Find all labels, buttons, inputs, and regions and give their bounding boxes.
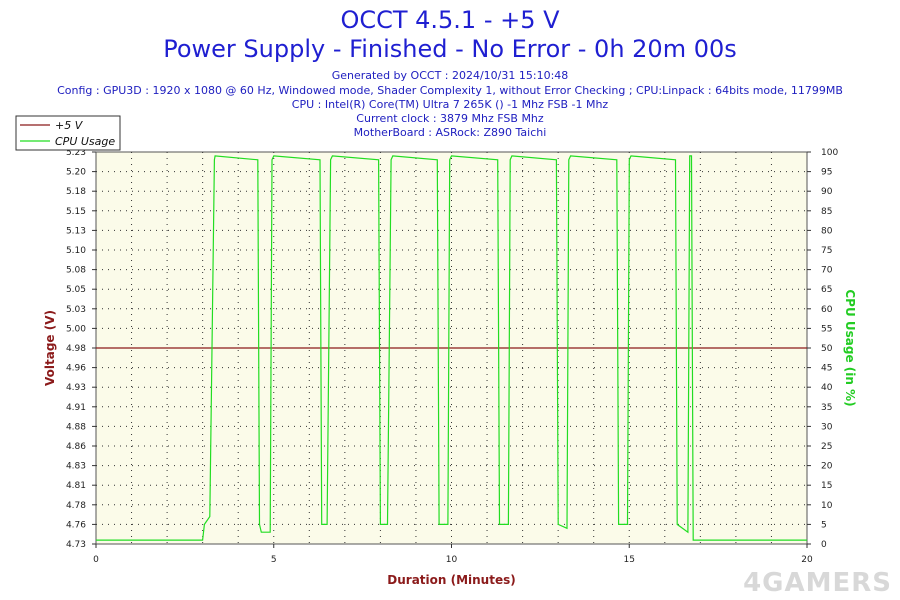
y-tick-label-right: 0 — [821, 540, 827, 550]
x-tick-label: 20 — [801, 555, 813, 565]
y-tick-label-right: 55 — [821, 324, 832, 334]
y-tick-label-right: 75 — [821, 246, 832, 256]
y-tick-label-left: 4.81 — [66, 481, 86, 491]
y-tick-label-left: 4.76 — [66, 520, 86, 530]
y-tick-label-right: 30 — [821, 422, 833, 432]
y-axis-label-right: CPU Usage (in %) — [843, 289, 857, 406]
y-tick-label-left: 5.23 — [66, 148, 86, 158]
cpu-usage-series-line — [96, 155, 807, 541]
generated-info: Generated by OCCT : 2024/10/31 15:10:48 — [331, 69, 569, 82]
y-tick-label-left: 5.15 — [66, 207, 86, 217]
y-tick-label-right: 80 — [821, 226, 833, 236]
clock-info: Current clock : 3879 Mhz FSB Mhz — [356, 112, 544, 125]
y-tick-label-left: 5.08 — [66, 266, 86, 276]
y-tick-label-left: 4.88 — [66, 422, 86, 432]
chart-title: OCCT 4.5.1 - +5 V — [340, 6, 560, 34]
y-tick-label-right: 40 — [821, 383, 833, 393]
y-tick-label-right: 100 — [821, 148, 838, 158]
x-tick-label: 5 — [271, 555, 277, 565]
chart-subtitle: Power Supply - Finished - No Error - 0h … — [163, 35, 737, 63]
x-tick-label: 0 — [93, 555, 99, 565]
y-tick-label-right: 95 — [821, 168, 832, 178]
y-tick-label-right: 65 — [821, 285, 832, 295]
y-tick-label-right: 20 — [821, 462, 833, 472]
legend-label: CPU Usage — [55, 135, 115, 148]
x-axis-label: Duration (Minutes) — [387, 573, 515, 587]
y-tick-label-right: 50 — [821, 344, 833, 354]
y-tick-label-left: 5.20 — [66, 168, 86, 178]
watermark-logo: 4GAMERS — [743, 568, 892, 598]
y-tick-label-left: 5.10 — [66, 246, 86, 256]
x-tick-label: 10 — [446, 555, 458, 565]
y-tick-label-right: 70 — [821, 266, 833, 276]
y-tick-label-left: 4.73 — [66, 540, 86, 550]
y-tick-label-right: 90 — [821, 187, 833, 197]
y-tick-label-left: 4.93 — [66, 383, 86, 393]
y-tick-label-right: 45 — [821, 364, 832, 374]
y-tick-label-left: 4.78 — [66, 501, 86, 511]
y-tick-label-left: 4.96 — [66, 364, 86, 374]
y-tick-label-left: 5.05 — [66, 285, 86, 295]
y-tick-label-left: 5.18 — [66, 187, 86, 197]
y-tick-label-left: 4.98 — [66, 344, 86, 354]
motherboard-info: MotherBoard : ASRock: Z890 Taichi — [353, 126, 547, 139]
y-tick-label-left: 5.03 — [66, 305, 86, 315]
x-tick-label: 15 — [624, 555, 635, 565]
y-tick-label-right: 35 — [821, 403, 832, 413]
y-tick-label-right: 5 — [821, 520, 827, 530]
y-tick-label-left: 4.83 — [66, 462, 86, 472]
cpu-info: CPU : Intel(R) Core(TM) Ultra 7 265K () … — [291, 98, 609, 111]
y-tick-label-left: 4.91 — [66, 403, 86, 413]
y-tick-label-left: 5.13 — [66, 226, 86, 236]
legend-label: +5 V — [55, 119, 84, 132]
y-tick-label-right: 25 — [821, 442, 832, 452]
y-tick-label-right: 60 — [821, 305, 833, 315]
y-axis-label-left: Voltage (V) — [43, 310, 57, 386]
config-info: Config : GPU3D : 1920 x 1080 @ 60 Hz, Wi… — [57, 84, 843, 97]
legend-box — [15, 115, 121, 151]
y-tick-label-right: 15 — [821, 481, 832, 491]
y-tick-label-right: 85 — [821, 207, 832, 217]
y-tick-label-left: 5.00 — [66, 324, 86, 334]
y-tick-label-left: 4.86 — [66, 442, 86, 452]
y-tick-label-right: 10 — [821, 501, 833, 511]
